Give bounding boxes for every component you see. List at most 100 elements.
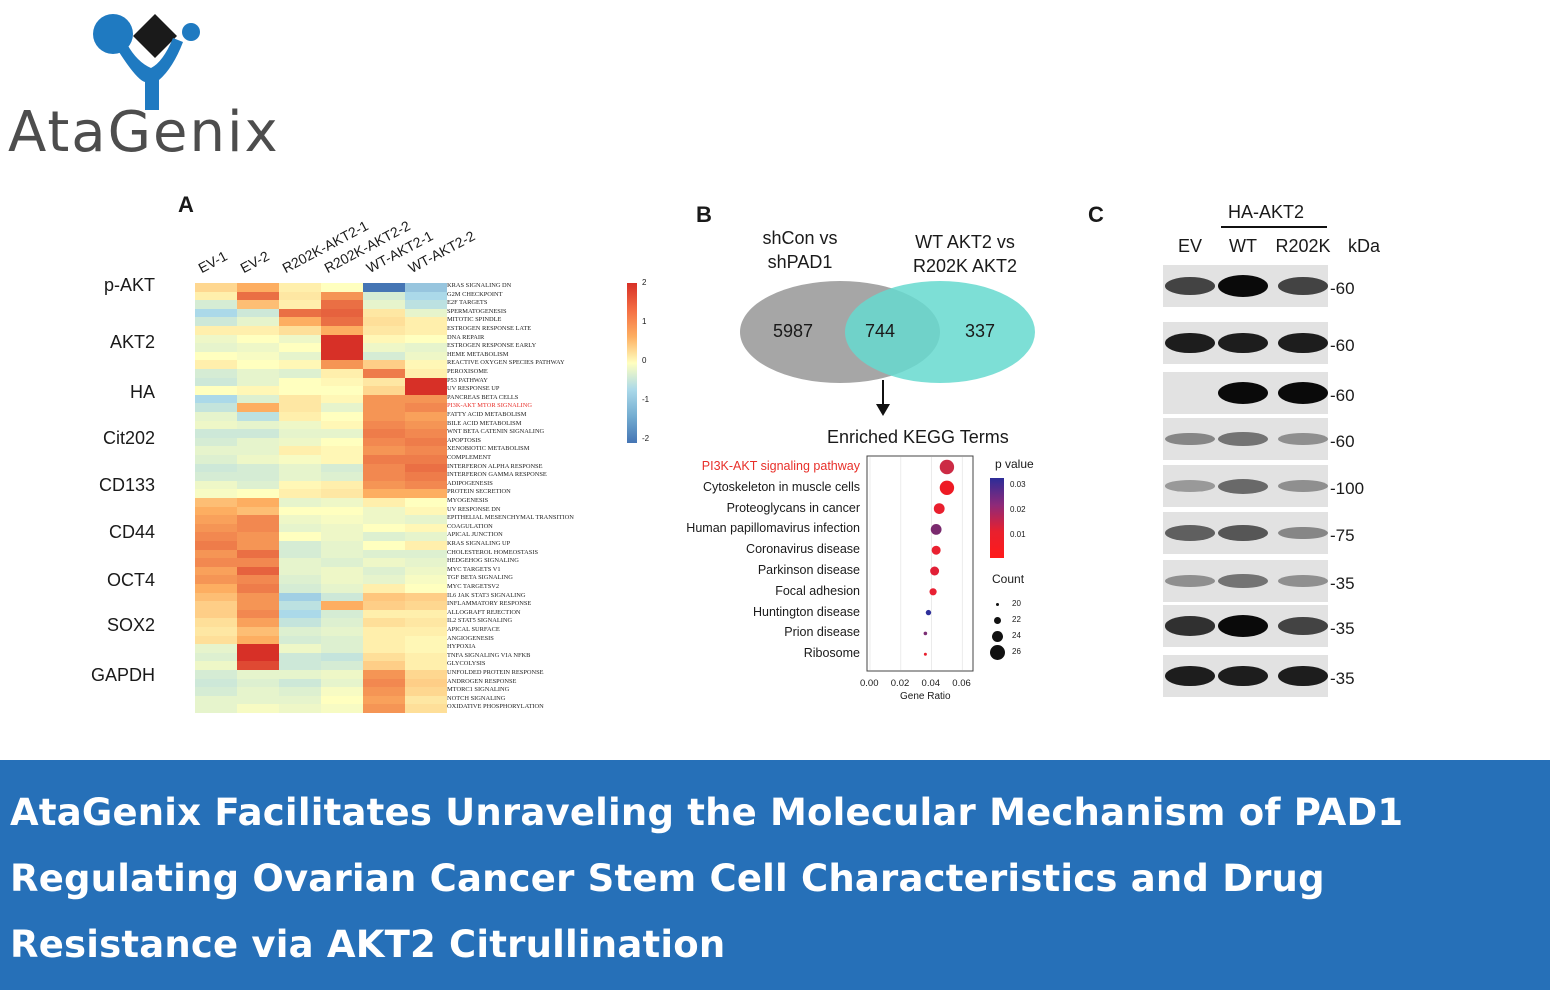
heatmap-cell bbox=[195, 480, 237, 490]
wb-lane-label: EV bbox=[1177, 236, 1203, 256]
heatmap-cell bbox=[195, 326, 237, 335]
heatmap-cell bbox=[405, 601, 447, 611]
kegg-x-tick: 0.04 bbox=[921, 678, 941, 689]
heatmap-cell bbox=[405, 687, 447, 697]
heatmap-cell bbox=[195, 283, 237, 292]
heatmap-row-label: COMPLEMENT bbox=[447, 454, 492, 461]
heatmap-cell bbox=[195, 300, 237, 310]
heatmap-cell bbox=[195, 463, 237, 473]
heatmap-cell bbox=[321, 317, 363, 327]
count-legend-dot bbox=[993, 616, 1001, 624]
heatmap-cell bbox=[195, 308, 237, 318]
wb-band bbox=[1165, 665, 1215, 687]
heatmap-cell bbox=[195, 687, 237, 697]
heatmap-row-label: BILE ACID METABOLISM bbox=[447, 419, 522, 427]
wb-band bbox=[1165, 480, 1215, 492]
wb-kda-marker: -35 bbox=[1330, 669, 1355, 688]
heatmap-cell bbox=[237, 351, 279, 361]
heatmap-cell bbox=[321, 394, 363, 404]
heatmap-row-label: IL6 JAK STAT3 SIGNALING bbox=[447, 591, 526, 599]
wb-blot-strip bbox=[1163, 605, 1328, 647]
heatmap-row-label: NOTCH SIGNALING bbox=[447, 694, 506, 702]
heatmap-cell bbox=[405, 541, 447, 550]
pvalue-tick: 0.03 bbox=[1010, 480, 1026, 489]
heatmap-cell bbox=[279, 549, 321, 559]
count-legend-dot bbox=[995, 602, 999, 606]
heatmap-row-label: PROTEIN SECRETION bbox=[447, 488, 511, 496]
heatmap-row-label: APICAL SURFACE bbox=[447, 626, 500, 633]
heatmap-cell bbox=[321, 463, 363, 473]
heatmap-cell bbox=[195, 291, 237, 301]
banner-title: AtaGenix Facilitates Unraveling the Mole… bbox=[10, 791, 1404, 966]
heatmap-cell bbox=[237, 635, 279, 645]
heatmap-cell bbox=[405, 609, 447, 619]
wb-band bbox=[1165, 616, 1215, 636]
wb-blot-strip bbox=[1163, 512, 1328, 554]
heatmap-row-label: UNFOLDED PROTEIN RESPONSE bbox=[447, 669, 544, 676]
heatmap-cell bbox=[321, 506, 363, 516]
heatmap-cell bbox=[363, 670, 405, 679]
heatmap-cell bbox=[237, 661, 279, 671]
heatmap-cell bbox=[279, 601, 321, 611]
logo-wordmark: AtaGenix bbox=[8, 100, 280, 165]
heatmap-cell bbox=[363, 609, 405, 619]
heatmap-cell bbox=[321, 661, 363, 671]
heatmap-cell bbox=[237, 498, 279, 507]
heatmap-cell bbox=[279, 420, 321, 430]
heatmap-cell bbox=[321, 601, 363, 611]
heatmap-cell bbox=[405, 661, 447, 671]
heatmap-row-label: KRAS SIGNALING UP bbox=[447, 540, 511, 547]
kegg-x-tick: 0.06 bbox=[952, 678, 971, 689]
heatmap-cell bbox=[195, 549, 237, 559]
heatmap-cell bbox=[363, 575, 405, 585]
heatmap-cell bbox=[279, 403, 321, 413]
heatmap-cell bbox=[237, 541, 279, 550]
heatmap-cell bbox=[237, 678, 279, 688]
heatmap-cell bbox=[363, 704, 405, 714]
heatmap-cell bbox=[237, 283, 279, 292]
heatmap-cell bbox=[237, 618, 279, 628]
kegg-x-label: Gene Ratio bbox=[900, 691, 951, 702]
heatmap-cell bbox=[195, 670, 237, 679]
heatmap-cell bbox=[321, 455, 363, 464]
heatmap-cell bbox=[237, 549, 279, 559]
heatmap-cell bbox=[405, 523, 447, 533]
heatmap-cell bbox=[279, 515, 321, 525]
wb-protein-label: CD133 bbox=[98, 475, 155, 495]
wb-band bbox=[1218, 665, 1268, 687]
heatmap-row-label: MTORC1 SIGNALING bbox=[447, 686, 510, 694]
heatmap-cell bbox=[279, 446, 321, 456]
kegg-title: Enriched KEGG Terms bbox=[827, 427, 1009, 447]
heatmap-row-label: CHOLESTEROL HOMEOSTASIS bbox=[447, 548, 539, 556]
heatmap-cell bbox=[405, 377, 447, 387]
heatmap-cell bbox=[279, 618, 321, 628]
heatmap-cell bbox=[321, 412, 363, 421]
heatmap-row-label: DNA REPAIR bbox=[447, 333, 485, 341]
heatmap-cell bbox=[195, 609, 237, 619]
heatmap-cell bbox=[363, 472, 405, 482]
heatmap-cell bbox=[321, 575, 363, 585]
heatmap-cell bbox=[237, 584, 279, 593]
heatmap-row-label: HEME METABOLISM bbox=[447, 350, 509, 358]
venn-diagram bbox=[740, 281, 1035, 416]
heatmap-row-label: SPERMATOGENESIS bbox=[447, 307, 507, 315]
heatmap-row-label: EPITHELIAL MESENCHYMAL TRANSITION bbox=[447, 514, 574, 522]
heatmap-cell bbox=[405, 455, 447, 464]
heatmap-cell bbox=[321, 609, 363, 619]
kegg-dot bbox=[930, 566, 940, 576]
arrow-down-icon bbox=[876, 404, 890, 416]
heatmap-cell bbox=[405, 549, 447, 559]
kegg-term-label: Parkinson disease bbox=[757, 563, 860, 577]
wb-lane-label: R202K bbox=[1275, 236, 1331, 256]
heatmap-cell bbox=[405, 429, 447, 439]
heatmap-row-label: ESTROGEN RESPONSE LATE bbox=[447, 325, 532, 332]
heatmap-cell bbox=[321, 386, 363, 396]
heatmap-cell bbox=[279, 566, 321, 576]
heatmap-cell bbox=[279, 695, 321, 705]
heatmap-cell bbox=[321, 472, 363, 482]
heatmap-cell bbox=[321, 652, 363, 662]
wb-band bbox=[1165, 277, 1215, 295]
heatmap-row-label: APICAL JUNCTION bbox=[447, 531, 503, 539]
heatmap-cell bbox=[279, 670, 321, 679]
kegg-dot bbox=[929, 588, 937, 596]
